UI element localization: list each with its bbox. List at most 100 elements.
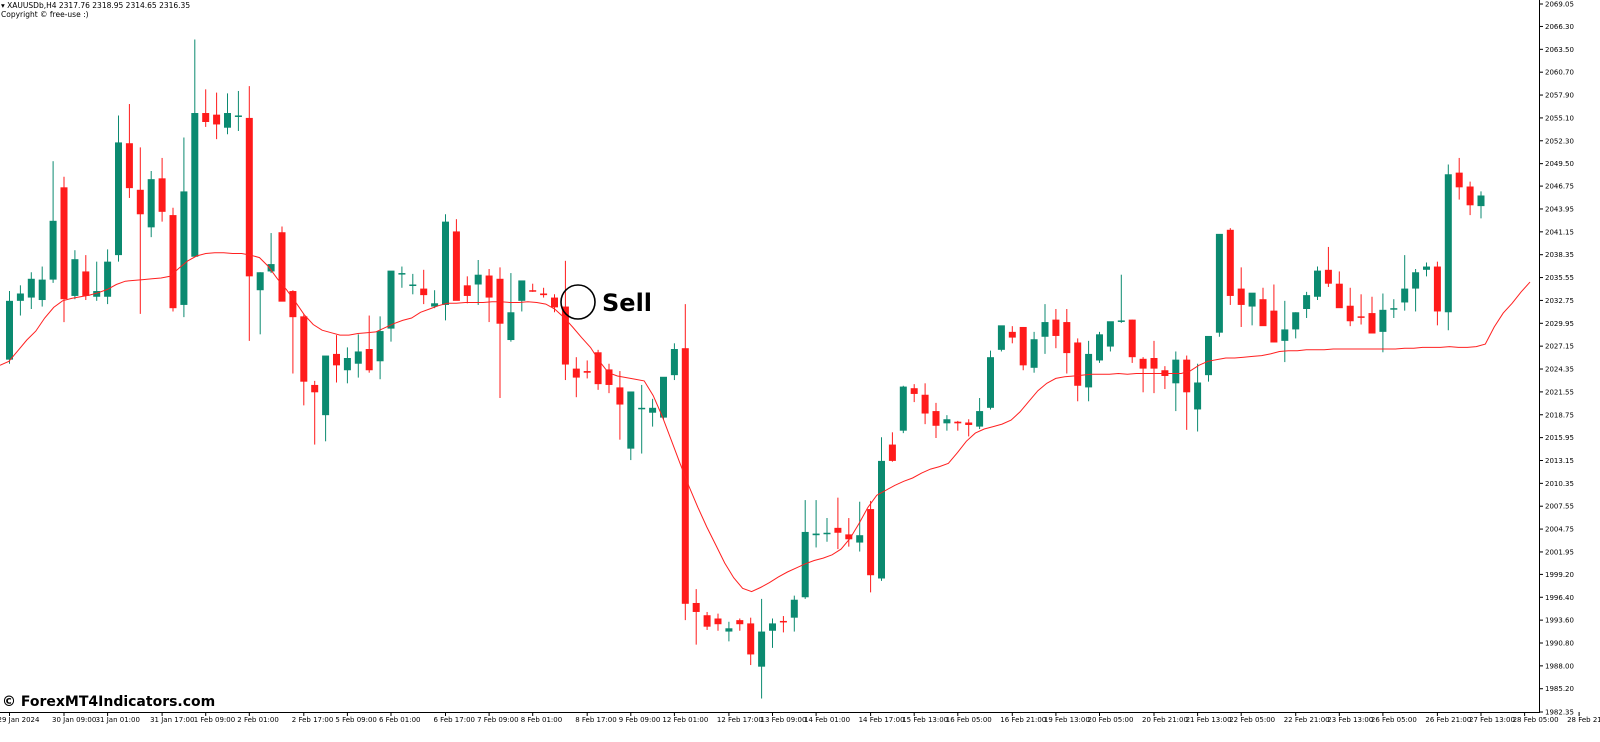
candle: [1194, 363, 1202, 432]
sell-signal: Sell: [560, 284, 652, 320]
candle: [1237, 267, 1245, 327]
candle-body: [49, 220, 57, 280]
candle-body: [616, 387, 624, 405]
candle-body: [932, 411, 940, 426]
candle: [245, 86, 253, 341]
candle: [1314, 266, 1321, 301]
candle: [289, 290, 297, 374]
candle: [343, 347, 351, 384]
candle-body: [1270, 310, 1278, 343]
candle-body: [714, 618, 722, 625]
candle-body: [747, 623, 755, 655]
candle: [420, 269, 428, 305]
candle: [899, 385, 907, 434]
candle-body: [1346, 305, 1354, 322]
candle-body: [1412, 272, 1420, 289]
candle-body: [540, 293, 548, 296]
candle: [769, 618, 776, 648]
candle-body: [801, 531, 809, 598]
candle: [1324, 246, 1332, 287]
x-tick-label: 20 Feb 05:00: [1088, 716, 1134, 724]
x-tick-label: 30 Jan 09:00: [52, 716, 96, 724]
candle: [616, 371, 624, 440]
candle-body: [1063, 322, 1071, 354]
price-axis: 2069.05 2066.30 2063.50 2060.70 2057.90 2055.…: [1539, 1, 1574, 717]
candle-body: [1215, 233, 1223, 333]
candle: [1205, 335, 1212, 382]
candle-body: [158, 178, 166, 212]
candle-body: [1314, 270, 1321, 297]
candle-body: [1226, 229, 1234, 296]
candle: [1215, 233, 1223, 337]
candle: [158, 157, 166, 222]
candle-body: [605, 369, 613, 385]
candle: [1019, 326, 1027, 371]
candle: [681, 304, 689, 621]
x-tick-label: 23 Feb 13:00: [1327, 716, 1373, 724]
candle: [878, 437, 885, 581]
candle-body: [954, 421, 962, 424]
candle: [234, 90, 242, 131]
x-tick-label: 15 Feb 13:00: [902, 716, 948, 724]
candle: [1041, 304, 1049, 354]
candle: [670, 343, 678, 381]
candle-body: [1303, 295, 1311, 310]
candle-body: [888, 444, 896, 461]
x-tick-label: 5 Feb 09:00: [335, 716, 376, 724]
candle-body: [169, 215, 177, 309]
candle-body: [518, 280, 526, 301]
candle-body: [779, 620, 787, 623]
candle-body: [649, 407, 657, 413]
candle: [256, 272, 264, 335]
candle: [605, 363, 613, 394]
candle-body: [136, 189, 144, 215]
candle-body: [311, 384, 319, 393]
candle-body: [1357, 316, 1365, 318]
candle: [943, 415, 951, 431]
candle-body: [289, 291, 297, 318]
candle: [801, 500, 809, 599]
candle-body: [1030, 339, 1038, 368]
candle: [463, 276, 471, 304]
candle: [976, 398, 984, 430]
candle-body: [278, 232, 286, 302]
candle: [583, 360, 591, 379]
candle-body: [213, 114, 221, 125]
candle: [1455, 157, 1463, 200]
candle-body: [202, 113, 210, 122]
candle-body: [1117, 320, 1125, 322]
y-tick-label: 2063.50: [1545, 46, 1574, 54]
candle: [594, 349, 602, 390]
candle: [1085, 340, 1093, 402]
candle: [1030, 331, 1038, 373]
y-tick-label: 2007.55: [1545, 503, 1574, 511]
candle-body: [431, 303, 439, 307]
candle: [1259, 287, 1267, 327]
candle-body: [1085, 353, 1093, 388]
y-tick-label: 2043.95: [1545, 205, 1574, 213]
candle: [60, 176, 68, 323]
candle: [1423, 262, 1430, 277]
candle: [1444, 164, 1452, 331]
candle-body: [125, 143, 133, 189]
y-tick-label: 1996.40: [1545, 594, 1574, 602]
candle: [474, 260, 482, 305]
candle: [147, 170, 155, 238]
candle-body: [507, 312, 515, 341]
candle-body: [147, 179, 155, 228]
candle: [169, 207, 177, 312]
dropdown-triangle-icon[interactable]: ▾: [1, 1, 5, 10]
candle-body: [398, 273, 406, 275]
y-tick-label: 2004.75: [1545, 526, 1574, 534]
candle: [1412, 268, 1420, 312]
candle-body: [551, 297, 558, 308]
candle-body: [27, 278, 35, 298]
candle-body: [1390, 308, 1398, 310]
candle: [823, 518, 831, 542]
candle-body: [1106, 321, 1114, 347]
candle-body: [1292, 312, 1300, 330]
candle: [1357, 294, 1365, 325]
time-axis: 29 Jan 2024 30 Jan 09:00 31 Jan 01:00 31 Ja…: [0, 712, 1600, 724]
candle: [333, 335, 340, 383]
